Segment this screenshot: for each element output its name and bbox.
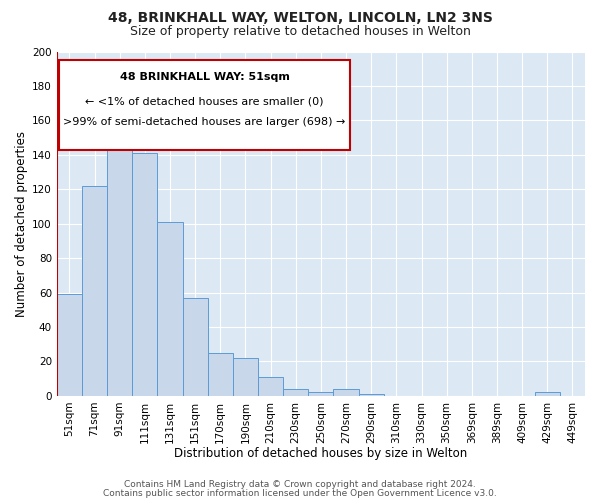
Bar (132, 153, 157, 396)
X-axis label: Distribution of detached houses by size in Welton: Distribution of detached houses by size … (174, 447, 467, 460)
Text: >99% of semi-detached houses are larger (698) →: >99% of semi-detached houses are larger … (64, 117, 346, 127)
Bar (57, 294, 82, 396)
Bar (107, 136, 132, 396)
Text: Contains HM Land Registry data © Crown copyright and database right 2024.: Contains HM Land Registry data © Crown c… (124, 480, 476, 489)
Text: ← <1% of detached houses are smaller (0): ← <1% of detached houses are smaller (0) (85, 96, 324, 106)
Bar (233, 358, 258, 396)
Bar (157, 222, 182, 396)
Bar (182, 298, 208, 396)
Bar (359, 394, 384, 396)
FancyBboxPatch shape (59, 60, 350, 150)
Text: Size of property relative to detached houses in Welton: Size of property relative to detached ho… (130, 25, 470, 38)
Bar (283, 389, 308, 396)
Bar (208, 353, 233, 396)
Text: 48 BRINKHALL WAY: 51sqm: 48 BRINKHALL WAY: 51sqm (120, 72, 290, 82)
Bar (308, 392, 334, 396)
Bar (334, 389, 359, 396)
Bar (535, 392, 560, 396)
Bar (258, 377, 283, 396)
Text: 48, BRINKHALL WAY, WELTON, LINCOLN, LN2 3NS: 48, BRINKHALL WAY, WELTON, LINCOLN, LN2 … (107, 11, 493, 25)
Bar (82, 186, 107, 396)
Y-axis label: Number of detached properties: Number of detached properties (15, 130, 28, 316)
Text: Contains public sector information licensed under the Open Government Licence v3: Contains public sector information licen… (103, 488, 497, 498)
